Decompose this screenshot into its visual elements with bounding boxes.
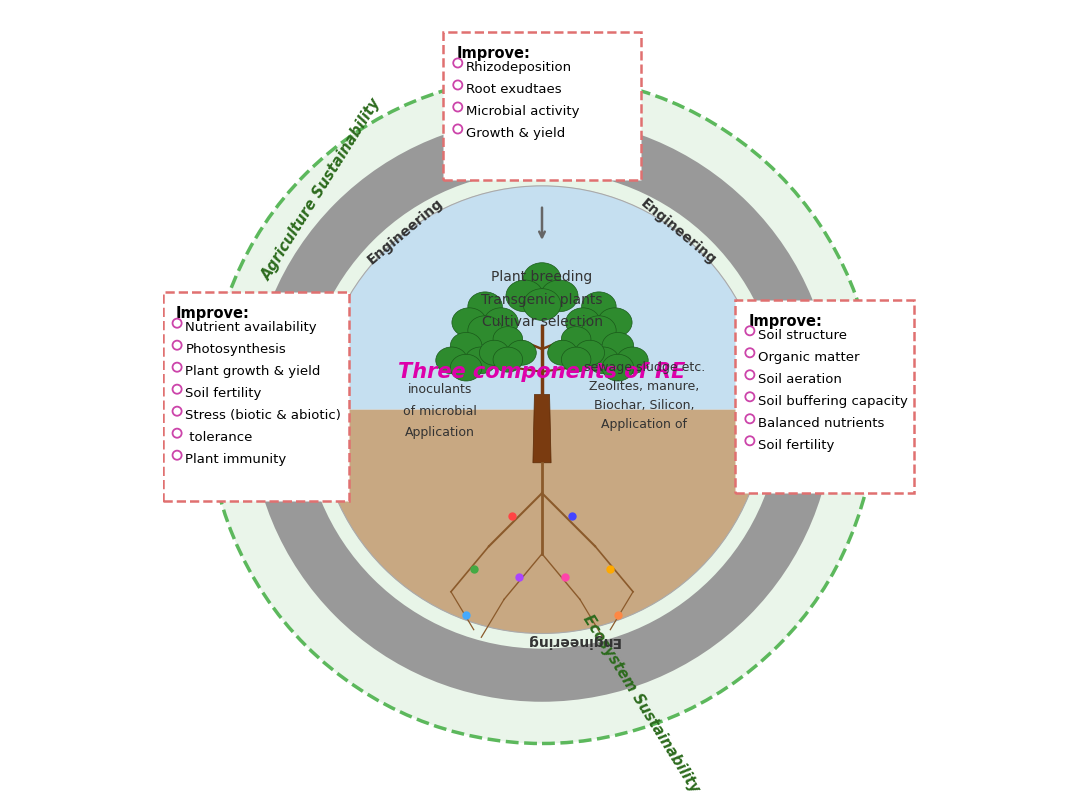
Ellipse shape bbox=[541, 280, 578, 312]
Ellipse shape bbox=[562, 347, 591, 372]
Text: Rhizodeposition: Rhizodeposition bbox=[466, 61, 572, 74]
FancyBboxPatch shape bbox=[443, 32, 641, 180]
Text: PLANT: PLANT bbox=[506, 145, 578, 164]
Text: Organic matter: Organic matter bbox=[758, 351, 860, 364]
Text: Soil fertility: Soil fertility bbox=[758, 439, 835, 452]
Text: Cultivar selection: Cultivar selection bbox=[481, 316, 603, 329]
Text: SOIL: SOIL bbox=[792, 400, 842, 419]
Ellipse shape bbox=[506, 341, 537, 365]
Circle shape bbox=[250, 118, 834, 702]
Text: tolerance: tolerance bbox=[185, 431, 253, 444]
Text: Stress (biotic & abiotic): Stress (biotic & abiotic) bbox=[185, 409, 341, 423]
Text: Improve:: Improve: bbox=[176, 307, 249, 321]
Ellipse shape bbox=[450, 332, 482, 359]
Text: Microbial activity: Microbial activity bbox=[466, 105, 580, 118]
Text: Soil buffering capacity: Soil buffering capacity bbox=[758, 394, 908, 408]
Ellipse shape bbox=[452, 308, 487, 337]
Ellipse shape bbox=[450, 354, 482, 381]
Ellipse shape bbox=[524, 289, 560, 320]
Text: Engineering: Engineering bbox=[365, 196, 446, 267]
FancyBboxPatch shape bbox=[487, 133, 597, 177]
Text: Photosynthesis: Photosynthesis bbox=[185, 343, 286, 357]
Ellipse shape bbox=[597, 308, 632, 337]
Ellipse shape bbox=[602, 332, 634, 359]
Ellipse shape bbox=[617, 347, 648, 374]
FancyBboxPatch shape bbox=[735, 299, 914, 493]
Text: Engineering: Engineering bbox=[638, 196, 719, 267]
Text: Three components of RE: Three components of RE bbox=[398, 361, 686, 382]
Text: Zeolites, manure,: Zeolites, manure, bbox=[590, 381, 699, 394]
Ellipse shape bbox=[506, 280, 543, 312]
Text: Root exudtaes: Root exudtaes bbox=[466, 83, 562, 96]
Ellipse shape bbox=[582, 292, 616, 321]
Text: Ecosystem Sustainability: Ecosystem Sustainability bbox=[580, 612, 701, 795]
Text: Soil fertility: Soil fertility bbox=[185, 387, 262, 400]
Ellipse shape bbox=[479, 341, 509, 365]
Text: Plant growth & yield: Plant growth & yield bbox=[185, 365, 321, 378]
Text: sewage sludge etc.: sewage sludge etc. bbox=[584, 361, 705, 374]
Ellipse shape bbox=[588, 347, 619, 374]
Ellipse shape bbox=[602, 354, 634, 381]
Text: Balanced nutrients: Balanced nutrients bbox=[758, 417, 885, 430]
FancyBboxPatch shape bbox=[783, 389, 852, 430]
Text: MICROBES: MICROBES bbox=[192, 401, 289, 419]
Text: Plant breeding: Plant breeding bbox=[491, 270, 593, 284]
Text: inoculants: inoculants bbox=[408, 383, 472, 396]
Text: of microbial: of microbial bbox=[402, 405, 477, 418]
Circle shape bbox=[304, 171, 780, 649]
Text: Growth & yield: Growth & yield bbox=[466, 127, 566, 140]
Ellipse shape bbox=[465, 347, 496, 374]
FancyBboxPatch shape bbox=[179, 389, 301, 430]
Circle shape bbox=[208, 76, 876, 744]
Ellipse shape bbox=[547, 341, 578, 365]
Wedge shape bbox=[319, 186, 765, 410]
FancyBboxPatch shape bbox=[163, 292, 349, 501]
Ellipse shape bbox=[575, 341, 605, 365]
Text: Soil structure: Soil structure bbox=[758, 328, 848, 342]
Polygon shape bbox=[533, 394, 551, 463]
Ellipse shape bbox=[493, 327, 522, 352]
Text: Improve:: Improve: bbox=[748, 314, 823, 329]
Text: Application of: Application of bbox=[602, 419, 687, 431]
Ellipse shape bbox=[483, 308, 518, 337]
Text: Engineering: Engineering bbox=[526, 634, 619, 648]
Ellipse shape bbox=[468, 292, 502, 321]
Text: Biochar, Silicon,: Biochar, Silicon, bbox=[594, 399, 695, 412]
Circle shape bbox=[319, 186, 765, 634]
Text: Transgenic plants: Transgenic plants bbox=[481, 293, 603, 307]
Text: Improve:: Improve: bbox=[456, 46, 530, 61]
Text: Nutrient availability: Nutrient availability bbox=[185, 321, 317, 334]
Ellipse shape bbox=[493, 347, 522, 372]
Ellipse shape bbox=[566, 308, 601, 337]
Ellipse shape bbox=[582, 316, 616, 345]
Text: Plant immunity: Plant immunity bbox=[185, 453, 286, 466]
Ellipse shape bbox=[468, 316, 502, 345]
Text: Agriculture Sustainability: Agriculture Sustainability bbox=[259, 96, 385, 283]
Wedge shape bbox=[319, 410, 765, 634]
Text: Application: Application bbox=[404, 426, 475, 439]
Ellipse shape bbox=[436, 347, 467, 374]
Ellipse shape bbox=[524, 262, 560, 295]
Text: Soil aeration: Soil aeration bbox=[758, 373, 842, 386]
Ellipse shape bbox=[562, 327, 591, 352]
